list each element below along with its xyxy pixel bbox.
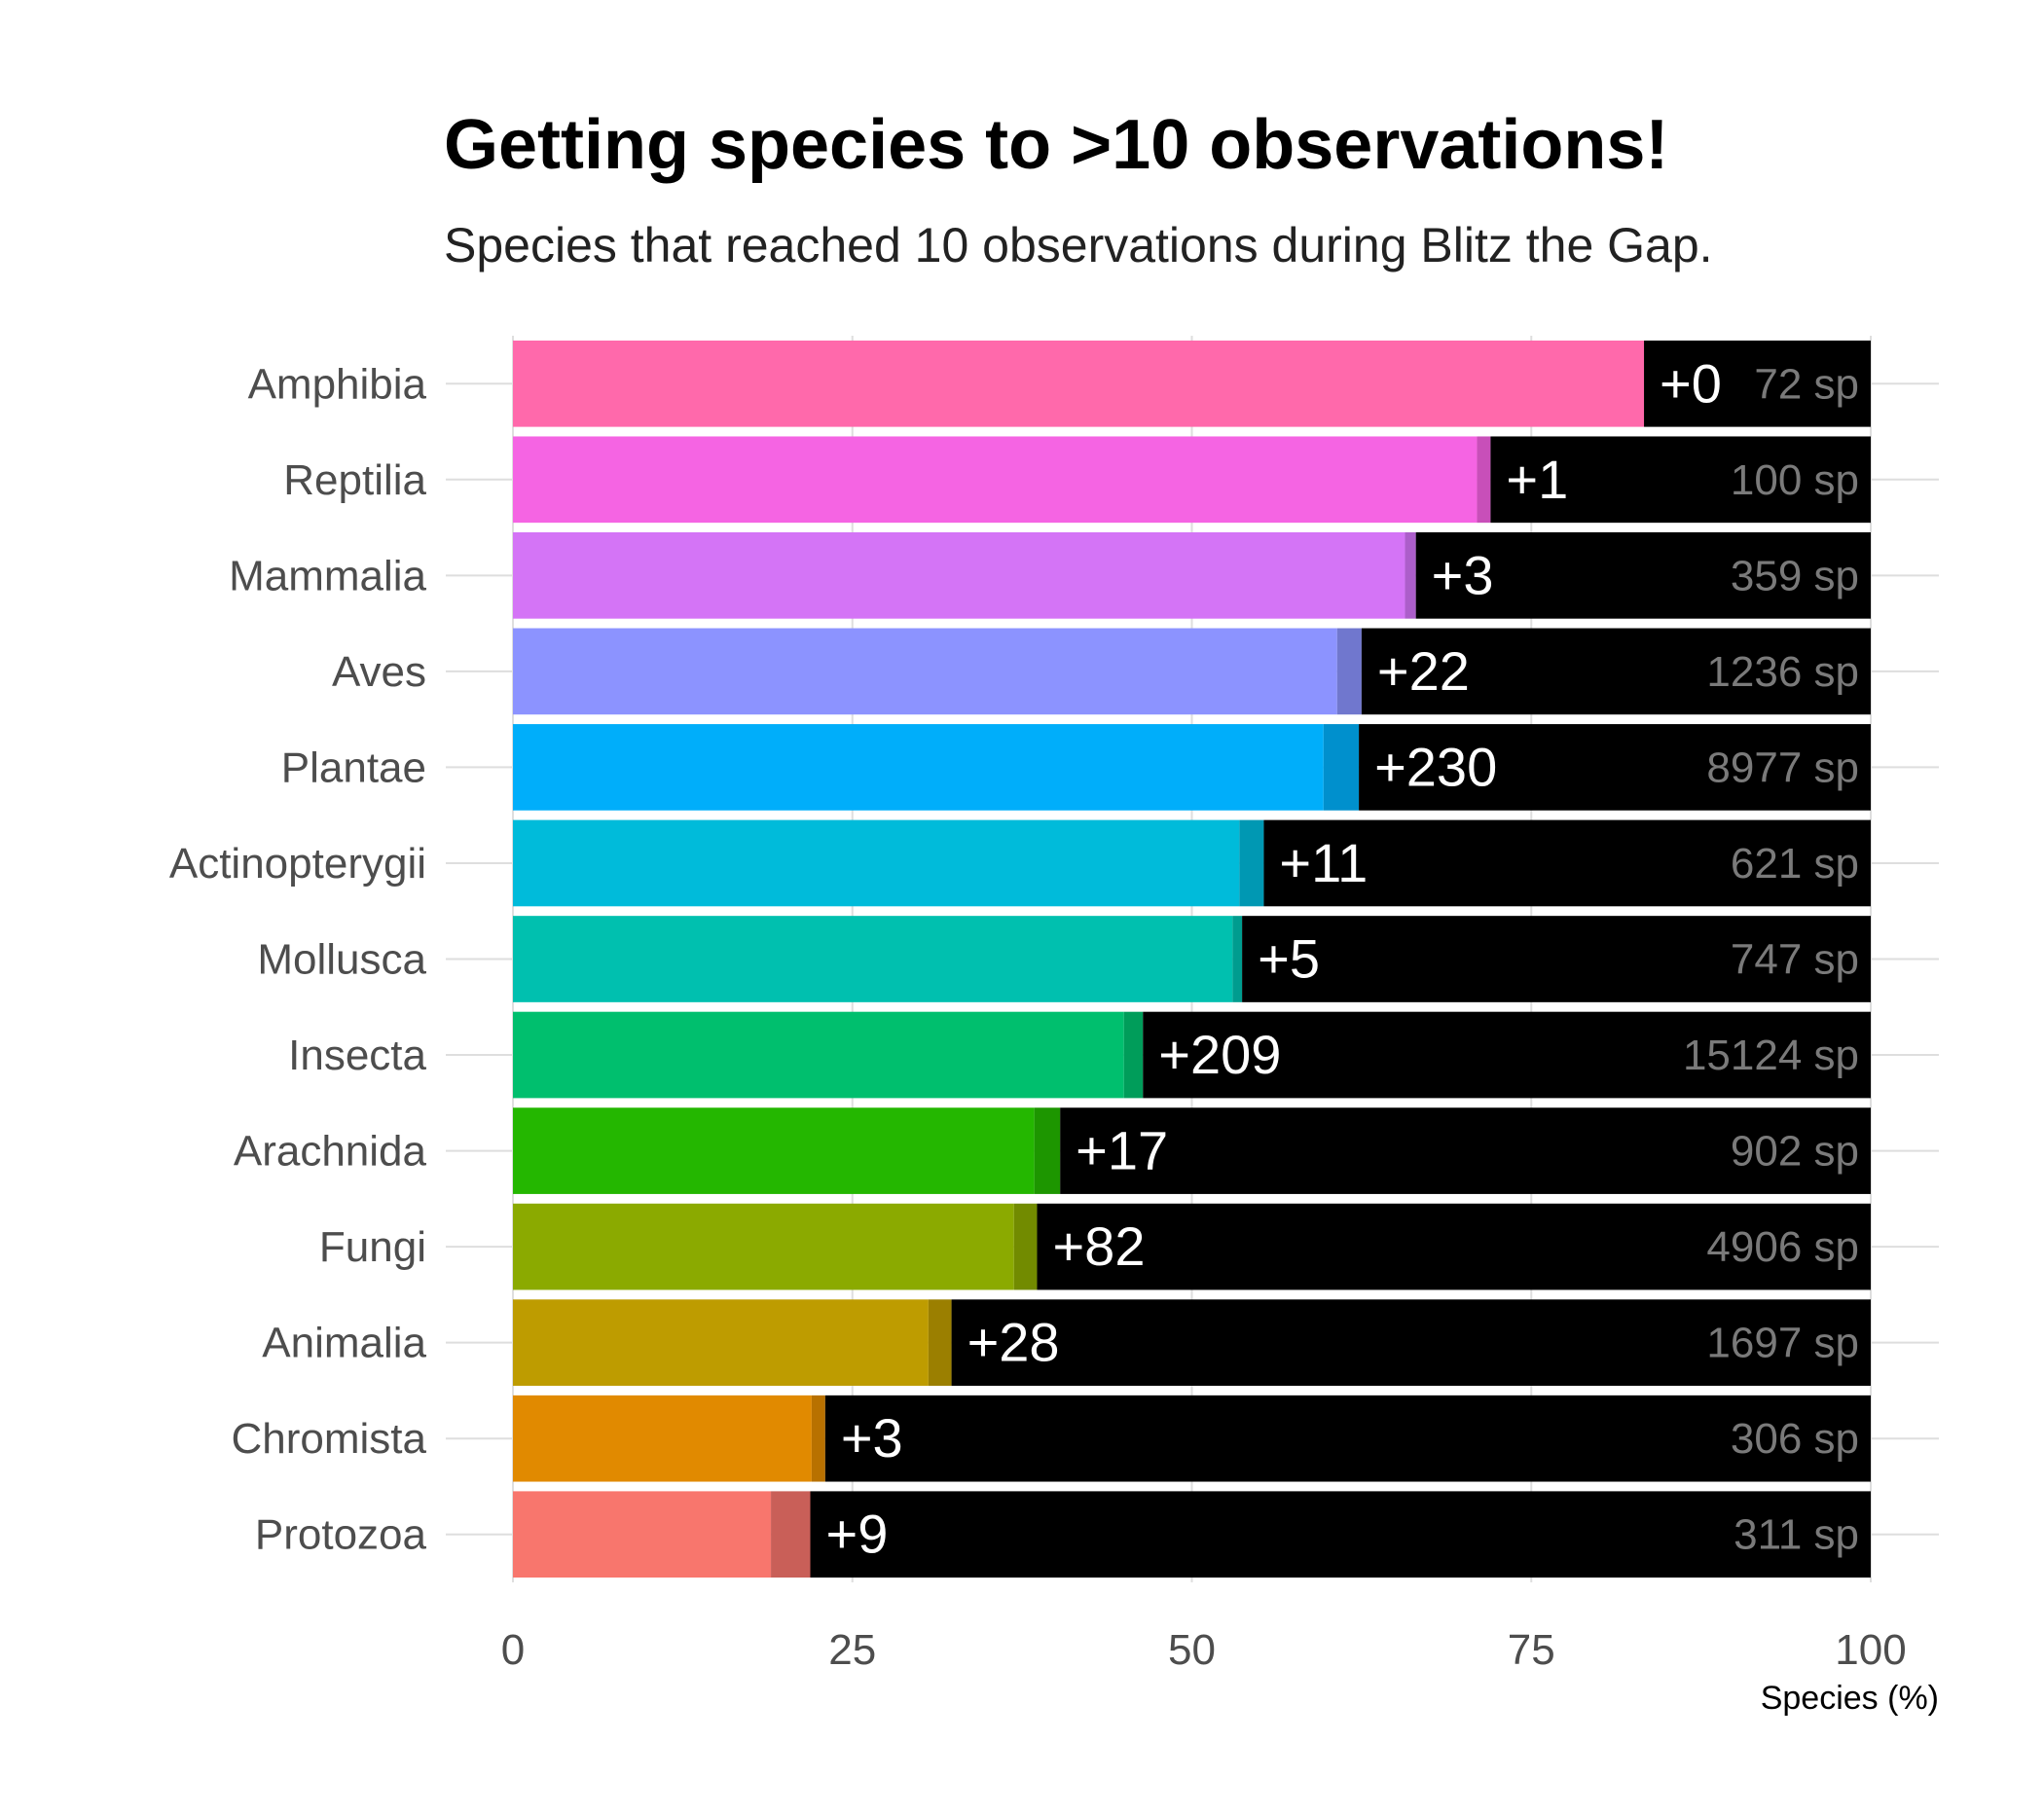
total-species-label: 100 sp xyxy=(1731,456,1859,504)
bar-gained-plantae xyxy=(1323,724,1360,811)
bar-before-amphibia xyxy=(513,340,1645,427)
bar-before-aves xyxy=(513,628,1337,715)
gained-label: +209 xyxy=(1158,1024,1281,1085)
x-tick-label: 25 xyxy=(828,1626,876,1674)
y-tick-label: Mollusca xyxy=(257,936,426,984)
bar-remainder-plantae xyxy=(1359,724,1871,811)
y-tick-label: Amphibia xyxy=(248,360,427,408)
bar-remainder-actinopterygii xyxy=(1263,819,1871,907)
total-species-label: 621 sp xyxy=(1731,840,1859,888)
y-tick-label: Arachnida xyxy=(234,1128,427,1176)
y-tick-label: Animalia xyxy=(262,1320,426,1367)
y-tick-label: Reptilia xyxy=(283,456,426,504)
bar-gained-actinopterygii xyxy=(1239,819,1264,907)
total-species-label: 311 sp xyxy=(1734,1511,1859,1559)
bar-before-mammalia xyxy=(513,532,1405,619)
bar-gained-arachnida xyxy=(1034,1107,1061,1194)
total-species-label: 359 sp xyxy=(1731,552,1859,599)
bar-before-insecta xyxy=(513,1011,1124,1099)
bar-before-arachnida xyxy=(513,1107,1035,1194)
bar-remainder-arachnida xyxy=(1060,1107,1871,1194)
bar-gained-aves xyxy=(1336,628,1362,715)
bar-before-plantae xyxy=(513,724,1324,811)
total-species-label: 8977 sp xyxy=(1706,743,1859,791)
total-species-label: 902 sp xyxy=(1731,1128,1859,1176)
gained-label: +11 xyxy=(1279,832,1368,893)
gained-label: +17 xyxy=(1076,1120,1168,1181)
bar-remainder-fungi xyxy=(1037,1203,1871,1290)
gained-label: +230 xyxy=(1374,736,1497,797)
bar-remainder-aves xyxy=(1361,628,1871,715)
bar-before-protozoa xyxy=(513,1491,772,1578)
bar-remainder-protozoa xyxy=(810,1491,1871,1578)
gained-label: +82 xyxy=(1052,1215,1145,1277)
bar-before-mollusca xyxy=(513,916,1233,1002)
gained-label: +3 xyxy=(841,1407,903,1469)
y-tick-label: Protozoa xyxy=(255,1511,427,1559)
bar-gained-mammalia xyxy=(1405,532,1416,619)
total-species-label: 1236 sp xyxy=(1706,648,1859,696)
bar-remainder-mammalia xyxy=(1415,532,1871,619)
bar-gained-animalia xyxy=(928,1299,952,1386)
bar-remainder-amphibia xyxy=(1644,340,1871,427)
y-tick-label: Plantae xyxy=(281,743,426,791)
bar-before-actinopterygii xyxy=(513,819,1240,907)
x-axis-title: Species (%) xyxy=(1761,1680,1939,1717)
total-species-label: 306 sp xyxy=(1731,1415,1859,1463)
bar-remainder-animalia xyxy=(951,1299,1871,1386)
bar-gained-mollusca xyxy=(1232,916,1243,1002)
total-species-label: 72 sp xyxy=(1754,360,1859,408)
y-tick-label: Mammalia xyxy=(229,552,426,599)
y-tick-label: Actinopterygii xyxy=(169,840,426,888)
x-tick-label: 0 xyxy=(501,1626,525,1674)
gained-label: +5 xyxy=(1258,928,1320,990)
x-tick-label: 100 xyxy=(1835,1626,1906,1674)
bar-before-chromista xyxy=(513,1395,812,1482)
bar-remainder-insecta xyxy=(1143,1011,1871,1099)
total-species-label: 4906 sp xyxy=(1706,1223,1859,1271)
bar-remainder-mollusca xyxy=(1242,916,1871,1002)
bar-gained-fungi xyxy=(1013,1203,1038,1290)
y-tick-label: Aves xyxy=(332,648,426,696)
bar-gained-reptilia xyxy=(1477,436,1491,524)
y-tick-label: Chromista xyxy=(232,1415,427,1463)
bar-before-reptilia xyxy=(513,436,1478,524)
bar-gained-chromista xyxy=(811,1395,825,1482)
gained-label: +1 xyxy=(1506,449,1568,510)
bar-gained-insecta xyxy=(1123,1011,1144,1099)
bar-gained-protozoa xyxy=(771,1491,811,1578)
chart-subtitle: Species that reached 10 observations dur… xyxy=(444,218,1713,272)
y-tick-label: Fungi xyxy=(319,1223,426,1271)
total-species-label: 15124 sp xyxy=(1683,1032,1859,1079)
gained-label: +0 xyxy=(1660,352,1722,414)
chart-title: Getting species to >10 observations! xyxy=(444,106,1669,184)
gained-label: +9 xyxy=(826,1504,889,1565)
x-tick-label: 75 xyxy=(1508,1626,1555,1674)
bar-before-fungi xyxy=(513,1203,1014,1290)
y-tick-label: Insecta xyxy=(288,1032,426,1079)
gained-label: +28 xyxy=(967,1312,1060,1373)
bar-before-animalia xyxy=(513,1299,929,1386)
total-species-label: 747 sp xyxy=(1731,936,1859,984)
total-species-label: 1697 sp xyxy=(1706,1320,1859,1367)
bar-remainder-reptilia xyxy=(1490,436,1871,524)
gained-label: +3 xyxy=(1432,544,1494,605)
bar-remainder-chromista xyxy=(824,1395,1871,1482)
gained-label: +22 xyxy=(1377,640,1470,702)
x-tick-label: 50 xyxy=(1168,1626,1216,1674)
